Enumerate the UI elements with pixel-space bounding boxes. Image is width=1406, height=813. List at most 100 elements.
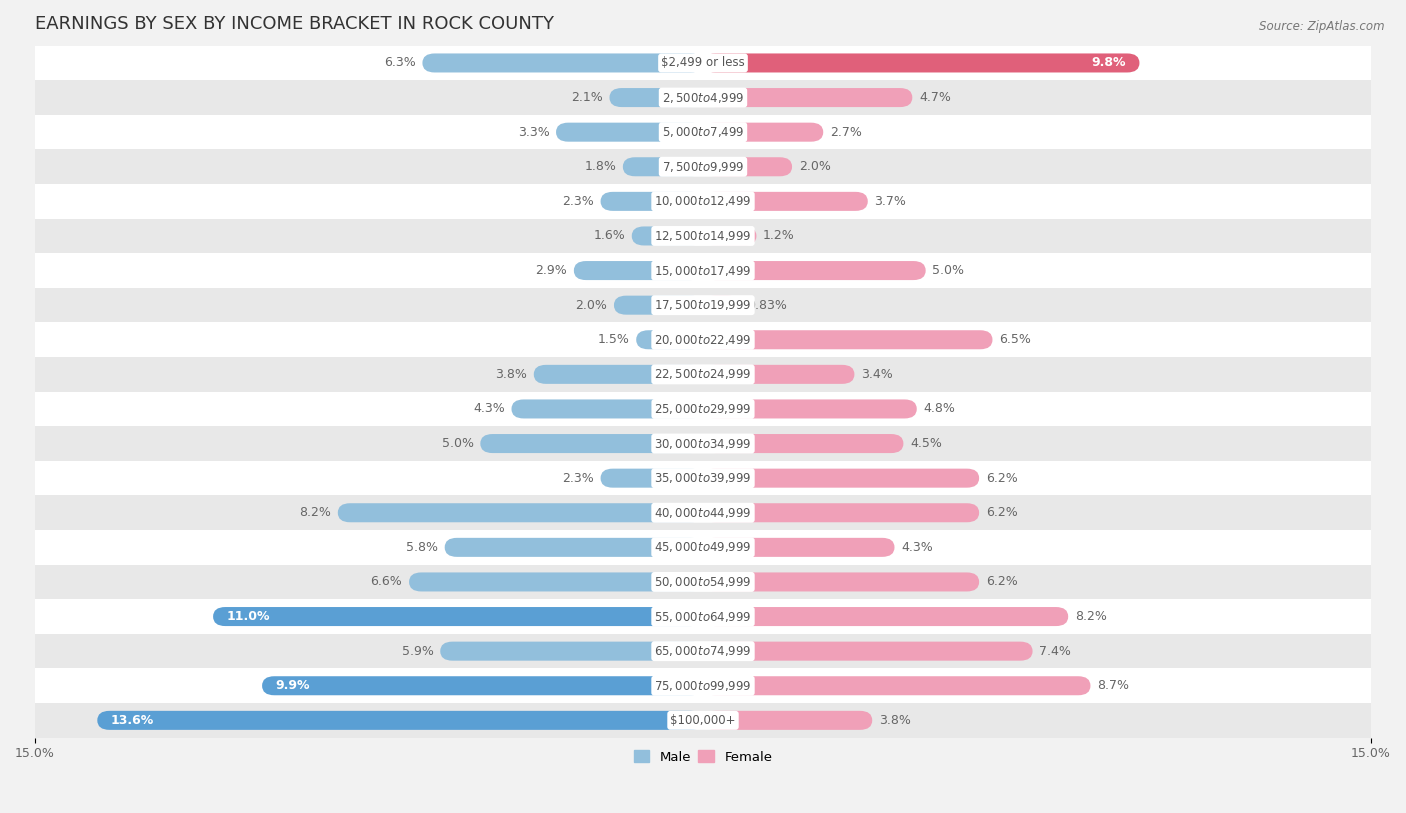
Text: 1.2%: 1.2% bbox=[763, 229, 794, 242]
Text: 6.3%: 6.3% bbox=[384, 56, 416, 69]
Bar bbox=[35, 495, 1371, 530]
FancyBboxPatch shape bbox=[703, 192, 868, 211]
Bar bbox=[35, 426, 1371, 461]
Text: 2.3%: 2.3% bbox=[562, 195, 593, 208]
Text: 2.3%: 2.3% bbox=[562, 472, 593, 485]
Text: 4.3%: 4.3% bbox=[901, 541, 934, 554]
Text: 2.7%: 2.7% bbox=[830, 126, 862, 139]
FancyBboxPatch shape bbox=[409, 572, 703, 592]
Text: 5.0%: 5.0% bbox=[441, 437, 474, 450]
Text: 2.9%: 2.9% bbox=[536, 264, 567, 277]
Text: 7.4%: 7.4% bbox=[1039, 645, 1071, 658]
Legend: Male, Female: Male, Female bbox=[628, 746, 778, 769]
FancyBboxPatch shape bbox=[422, 54, 703, 72]
Text: 0.83%: 0.83% bbox=[747, 298, 786, 311]
Text: $100,000+: $100,000+ bbox=[671, 714, 735, 727]
Text: 6.2%: 6.2% bbox=[986, 576, 1018, 589]
FancyBboxPatch shape bbox=[703, 365, 855, 384]
Bar bbox=[35, 703, 1371, 737]
Text: $50,000 to $54,999: $50,000 to $54,999 bbox=[654, 575, 752, 589]
Bar bbox=[35, 150, 1371, 184]
FancyBboxPatch shape bbox=[703, 330, 993, 350]
Text: $55,000 to $64,999: $55,000 to $64,999 bbox=[654, 610, 752, 624]
Text: 4.8%: 4.8% bbox=[924, 402, 955, 415]
Text: 3.8%: 3.8% bbox=[495, 367, 527, 380]
Bar bbox=[35, 668, 1371, 703]
FancyBboxPatch shape bbox=[703, 676, 1091, 695]
FancyBboxPatch shape bbox=[703, 641, 1032, 661]
FancyBboxPatch shape bbox=[444, 538, 703, 557]
FancyBboxPatch shape bbox=[703, 572, 979, 592]
Text: $17,500 to $19,999: $17,500 to $19,999 bbox=[654, 298, 752, 312]
Bar bbox=[35, 46, 1371, 80]
Text: $65,000 to $74,999: $65,000 to $74,999 bbox=[654, 644, 752, 659]
Text: $30,000 to $34,999: $30,000 to $34,999 bbox=[654, 437, 752, 450]
FancyBboxPatch shape bbox=[636, 330, 703, 350]
FancyBboxPatch shape bbox=[703, 607, 1069, 626]
FancyBboxPatch shape bbox=[703, 711, 872, 730]
Bar bbox=[35, 530, 1371, 565]
Text: 8.7%: 8.7% bbox=[1097, 679, 1129, 692]
FancyBboxPatch shape bbox=[703, 538, 894, 557]
FancyBboxPatch shape bbox=[337, 503, 703, 522]
Bar bbox=[35, 254, 1371, 288]
Text: $45,000 to $49,999: $45,000 to $49,999 bbox=[654, 541, 752, 554]
FancyBboxPatch shape bbox=[262, 676, 703, 695]
FancyBboxPatch shape bbox=[623, 157, 703, 176]
FancyBboxPatch shape bbox=[214, 607, 703, 626]
Bar bbox=[35, 323, 1371, 357]
Text: 11.0%: 11.0% bbox=[226, 610, 270, 623]
FancyBboxPatch shape bbox=[703, 157, 792, 176]
Bar bbox=[35, 184, 1371, 219]
FancyBboxPatch shape bbox=[703, 88, 912, 107]
FancyBboxPatch shape bbox=[703, 261, 925, 280]
Bar bbox=[35, 219, 1371, 254]
Bar bbox=[35, 565, 1371, 599]
FancyBboxPatch shape bbox=[614, 296, 703, 315]
Bar bbox=[35, 357, 1371, 392]
Text: $22,500 to $24,999: $22,500 to $24,999 bbox=[654, 367, 752, 381]
FancyBboxPatch shape bbox=[703, 468, 979, 488]
Bar bbox=[35, 461, 1371, 495]
Bar bbox=[35, 599, 1371, 634]
Text: 8.2%: 8.2% bbox=[1076, 610, 1107, 623]
FancyBboxPatch shape bbox=[703, 123, 824, 141]
Text: 2.0%: 2.0% bbox=[575, 298, 607, 311]
Bar bbox=[35, 392, 1371, 426]
Bar bbox=[35, 288, 1371, 323]
FancyBboxPatch shape bbox=[703, 399, 917, 419]
FancyBboxPatch shape bbox=[703, 296, 740, 315]
FancyBboxPatch shape bbox=[534, 365, 703, 384]
Text: 1.5%: 1.5% bbox=[598, 333, 630, 346]
Text: 3.8%: 3.8% bbox=[879, 714, 911, 727]
Text: 4.3%: 4.3% bbox=[472, 402, 505, 415]
Text: 8.2%: 8.2% bbox=[299, 506, 330, 520]
Bar bbox=[35, 80, 1371, 115]
Text: 4.7%: 4.7% bbox=[920, 91, 950, 104]
FancyBboxPatch shape bbox=[609, 88, 703, 107]
Text: 3.4%: 3.4% bbox=[860, 367, 893, 380]
Text: $12,500 to $14,999: $12,500 to $14,999 bbox=[654, 229, 752, 243]
Text: 1.6%: 1.6% bbox=[593, 229, 626, 242]
Text: $10,000 to $12,499: $10,000 to $12,499 bbox=[654, 194, 752, 208]
Text: 9.8%: 9.8% bbox=[1091, 56, 1126, 69]
Text: 5.8%: 5.8% bbox=[406, 541, 439, 554]
FancyBboxPatch shape bbox=[631, 227, 703, 246]
Text: $7,500 to $9,999: $7,500 to $9,999 bbox=[662, 160, 744, 174]
FancyBboxPatch shape bbox=[600, 192, 703, 211]
Text: 3.3%: 3.3% bbox=[517, 126, 550, 139]
Text: 4.5%: 4.5% bbox=[910, 437, 942, 450]
Text: $15,000 to $17,499: $15,000 to $17,499 bbox=[654, 263, 752, 277]
Text: Source: ZipAtlas.com: Source: ZipAtlas.com bbox=[1260, 20, 1385, 33]
Text: 6.6%: 6.6% bbox=[371, 576, 402, 589]
Text: $20,000 to $22,499: $20,000 to $22,499 bbox=[654, 333, 752, 347]
FancyBboxPatch shape bbox=[703, 434, 904, 453]
Text: $35,000 to $39,999: $35,000 to $39,999 bbox=[654, 472, 752, 485]
FancyBboxPatch shape bbox=[703, 227, 756, 246]
Text: $75,000 to $99,999: $75,000 to $99,999 bbox=[654, 679, 752, 693]
Text: 1.8%: 1.8% bbox=[585, 160, 616, 173]
Text: 9.9%: 9.9% bbox=[276, 679, 309, 692]
FancyBboxPatch shape bbox=[703, 54, 1139, 72]
FancyBboxPatch shape bbox=[703, 503, 979, 522]
FancyBboxPatch shape bbox=[440, 641, 703, 661]
